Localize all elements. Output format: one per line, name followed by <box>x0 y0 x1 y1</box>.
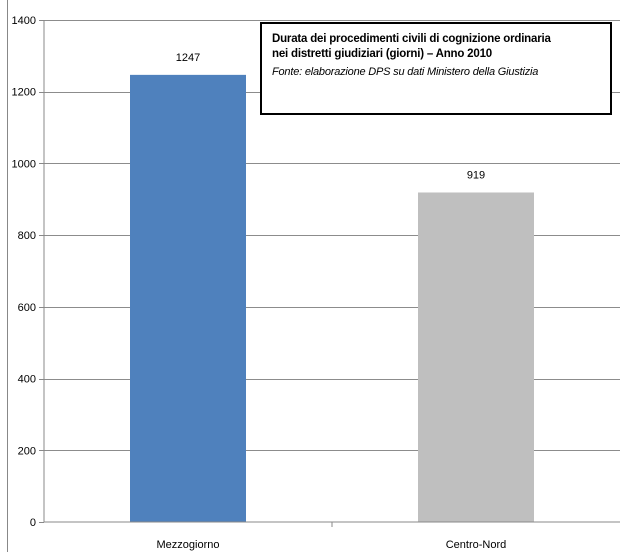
data-labels: 1247 919 <box>176 52 485 182</box>
x-tick-label: Centro-Nord <box>446 539 507 551</box>
chart-title: Durata dei procedimenti civili di cogniz… <box>272 33 551 45</box>
y-tick-label: 1400 <box>12 15 36 27</box>
axes <box>7 0 620 552</box>
data-label: 919 <box>467 169 485 181</box>
x-tick-labels: Mezzogiorno Centro-Nord <box>157 539 507 551</box>
y-tick-label: 1000 <box>12 158 36 170</box>
y-tick-label: 200 <box>18 445 36 457</box>
y-tick-labels: 0 200 400 600 800 1000 1200 1400 <box>12 15 36 529</box>
x-tick-label: Mezzogiorno <box>157 539 220 551</box>
chart-title-line2: nei distretti giudiziari (giorni) – Anno… <box>272 48 492 60</box>
bars <box>130 74 534 523</box>
y-tick-label: 400 <box>18 374 36 386</box>
y-tick-label: 0 <box>30 517 36 529</box>
chart-title-box: Durata dei procedimenti civili di cogniz… <box>260 22 612 115</box>
bar-mezzogiorno <box>130 74 246 523</box>
chart-source: Fonte: elaborazione DPS su dati Minister… <box>272 66 539 78</box>
data-label: 1247 <box>176 52 200 64</box>
y-tick-label: 800 <box>18 230 36 242</box>
y-tick-label: 600 <box>18 302 36 314</box>
bar-centro-nord <box>418 192 534 523</box>
y-tick-label: 1200 <box>12 87 36 99</box>
